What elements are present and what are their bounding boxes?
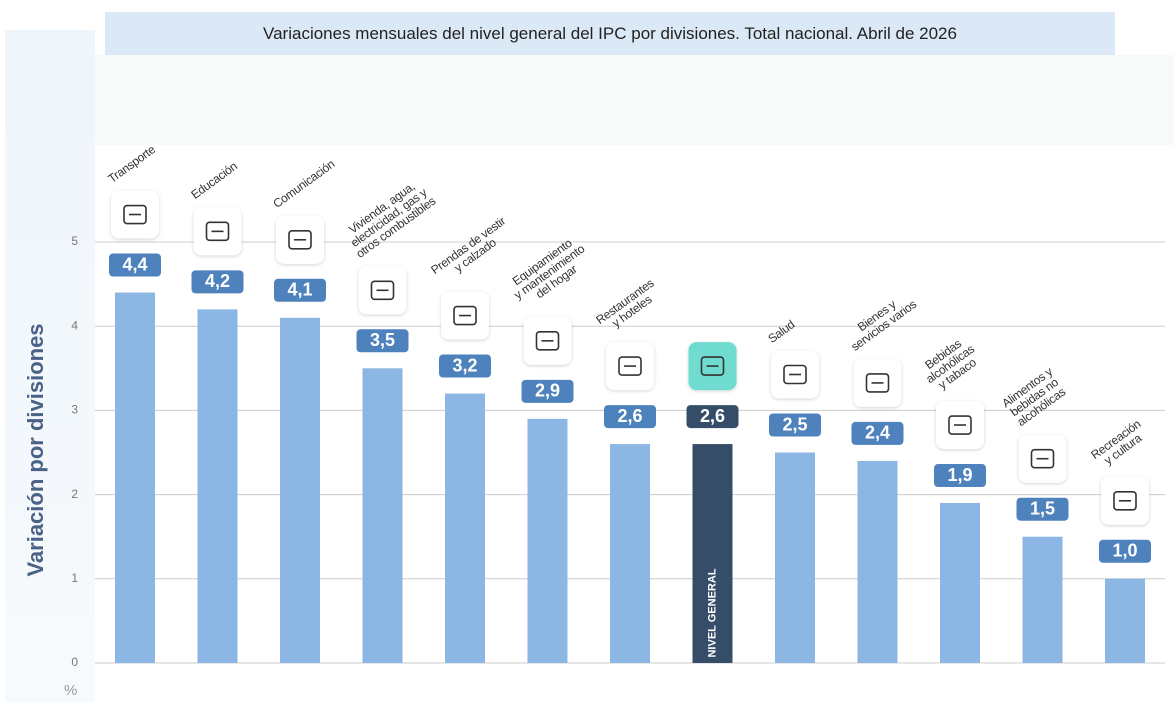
bar — [280, 317, 320, 663]
y-unit: % — [64, 682, 78, 699]
value-badge — [1099, 539, 1151, 563]
axis-band — [5, 30, 95, 702]
bar — [445, 393, 485, 663]
bar — [692, 444, 733, 663]
value-badge — [356, 329, 409, 353]
value-label: 1,9 — [947, 465, 972, 485]
bar — [1022, 536, 1063, 663]
icon — [453, 305, 477, 326]
icon — [1113, 490, 1137, 511]
value-badge — [439, 354, 491, 378]
y-axis-label: Variación por divisiones — [23, 323, 48, 577]
value-label: 2,5 — [782, 414, 807, 434]
bar — [610, 444, 650, 663]
icon — [865, 373, 890, 393]
value-label: 3,2 — [452, 355, 477, 375]
value-label: 3,5 — [370, 330, 395, 350]
chart-title: Variaciones mensuales del nivel general … — [105, 12, 1115, 55]
value-label: 4,4 — [122, 254, 147, 274]
value-label: 2,6 — [617, 406, 642, 426]
y-tick-label: 1 — [71, 571, 78, 585]
icon — [288, 229, 312, 250]
icon — [370, 280, 395, 301]
y-tick-label: 4 — [71, 318, 78, 332]
bar — [115, 292, 155, 663]
bar — [775, 452, 815, 663]
icon — [123, 204, 147, 225]
value-badge — [521, 379, 574, 403]
bar — [940, 503, 980, 663]
bar — [362, 368, 403, 663]
value-badge — [604, 405, 656, 429]
bar — [197, 309, 238, 663]
value-badge — [1016, 497, 1069, 521]
value-badge — [851, 421, 904, 445]
value-badge — [934, 464, 986, 488]
background-band — [95, 55, 1174, 145]
value-label: 2,6 — [700, 406, 725, 426]
icon — [1030, 448, 1055, 469]
value-label: 1,0 — [1112, 541, 1137, 561]
value-label: 4,2 — [205, 271, 230, 291]
value-badge — [109, 253, 161, 277]
value-badge — [686, 405, 739, 429]
icon — [700, 356, 725, 376]
bar — [857, 460, 898, 663]
value-label: 2,4 — [865, 423, 890, 443]
value-label: 1,5 — [1030, 498, 1055, 518]
icon — [783, 364, 807, 385]
value-badge — [191, 270, 244, 294]
y-tick-label: 5 — [71, 234, 78, 248]
y-tick-label: 3 — [71, 403, 78, 417]
bar — [527, 418, 568, 663]
icon — [618, 356, 642, 376]
icon — [535, 331, 560, 351]
y-tick-label: 2 — [71, 487, 78, 501]
y-tick-label: 0 — [71, 655, 78, 669]
value-badge — [274, 278, 326, 302]
bar — [1105, 578, 1145, 663]
value-label: 4,1 — [287, 280, 312, 300]
bar-inside-label: NIVEL GENERAL — [706, 568, 718, 657]
value-badge — [769, 413, 821, 437]
icon — [948, 415, 972, 435]
value-label: 2,9 — [535, 381, 560, 401]
icon — [205, 221, 230, 242]
